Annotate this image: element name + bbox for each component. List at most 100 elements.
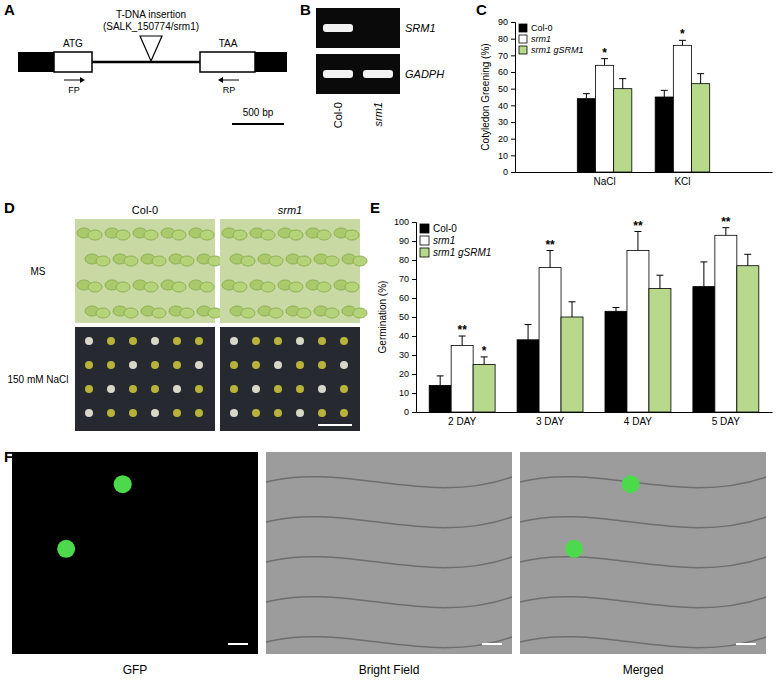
seedling-decor <box>208 256 222 266</box>
legend: Col-0srm1srm1 gSRM1 <box>519 23 584 55</box>
bar <box>627 251 649 413</box>
bar-chart: 0102030405060708090NaClKClCotyledon Gree… <box>480 17 773 187</box>
utr-box <box>255 52 287 72</box>
seedling-decor <box>88 230 102 240</box>
seedling-decor <box>318 409 326 417</box>
y-tick-mark <box>511 89 515 90</box>
seedling-decor <box>233 230 247 240</box>
error-bar-stem <box>637 232 638 251</box>
utr-box <box>18 52 54 72</box>
error-bar <box>697 74 704 84</box>
y-tick: 0 <box>503 167 515 177</box>
seedling-decor <box>230 361 238 369</box>
seedling-decor <box>274 385 282 393</box>
bar <box>605 311 627 412</box>
annotations: ** <box>602 27 685 59</box>
microscopy-panel: GFPBright FieldMerged <box>12 452 766 677</box>
seedling-decor <box>274 409 282 417</box>
cell-wall-decor <box>266 477 512 488</box>
seedling-decor <box>241 308 255 318</box>
y-tick-label: 60 <box>399 293 409 303</box>
seedling-decor <box>107 385 115 393</box>
panel-label: B <box>300 1 311 18</box>
cell-wall-decor <box>520 477 766 488</box>
significance-mark: ** <box>633 219 643 233</box>
y-tick: 30 <box>498 117 515 127</box>
bar-chart: 01020304050607080901002 DAY3 DAY4 DAY5 D… <box>377 215 773 427</box>
error-bar-stem <box>550 251 551 268</box>
bar <box>655 97 673 172</box>
seedling-decor <box>340 337 348 345</box>
error-bar <box>525 325 532 340</box>
error-bar <box>437 376 444 386</box>
y-tick-mark <box>511 139 515 140</box>
micrograph <box>12 452 258 654</box>
legend: Col-0srm1srm1 gSRM1 <box>420 223 491 258</box>
error-bar <box>619 79 626 89</box>
y-tick-label: 70 <box>399 274 409 284</box>
intron <box>92 61 200 64</box>
x-tick: 4 DAY <box>624 416 652 427</box>
gel-band <box>323 70 353 78</box>
error-bar-cap <box>661 90 668 91</box>
photo-row-label: 150 mM NaCl <box>7 374 68 385</box>
bar <box>577 99 595 172</box>
photo-column-label: Col-0 <box>132 204 158 216</box>
x-tick-label: 3 DAY <box>536 416 564 427</box>
error-bar-stem <box>484 357 485 365</box>
significance-mark: ** <box>457 323 467 337</box>
seedling-decor <box>85 361 93 369</box>
seedling-decor <box>152 308 166 318</box>
seedling-decor <box>340 409 348 417</box>
seedling-decor <box>252 361 260 369</box>
y-tick-mark <box>412 336 416 337</box>
gene-diagram-panel: T-DNA insertion(SALK_150774/srm1)ATGTAAF… <box>18 9 287 124</box>
legend-label: Col-0 <box>433 223 457 234</box>
seedling-decor <box>252 409 260 417</box>
seedling-decor <box>195 409 203 417</box>
cell-wall-decor <box>520 557 766 568</box>
channel-label: Merged <box>623 663 664 677</box>
error-bar <box>744 254 751 265</box>
cell-wall-decor <box>266 517 512 528</box>
seedling-decor <box>274 361 282 369</box>
cell-wall-decor <box>266 637 512 648</box>
seedling-decor <box>85 409 93 417</box>
seedling-decor <box>129 361 137 369</box>
photo-column-label: srm1 <box>278 204 302 216</box>
cell-wall-decor <box>520 517 766 528</box>
y-tick-mark <box>511 39 515 40</box>
seedling-decor <box>96 256 110 266</box>
bar <box>473 365 495 413</box>
seedling-decor <box>340 361 348 369</box>
seedling-decor <box>195 385 203 393</box>
legend-swatch <box>420 248 429 257</box>
y-tick-label: 20 <box>498 134 508 144</box>
photo-nacl <box>75 327 215 431</box>
y-tick-mark <box>412 241 416 242</box>
seedling-decor <box>116 230 130 240</box>
reverse-primer: RP <box>223 85 236 95</box>
x-axis: NaClKCl <box>516 173 773 188</box>
seedling-decor <box>318 385 326 393</box>
nucleus-decor <box>114 475 132 493</box>
seedling-decor <box>252 337 260 345</box>
y-tick-mark <box>412 222 416 223</box>
y-tick-mark <box>412 317 416 318</box>
seedling-decor <box>180 256 194 266</box>
significance-mark: * <box>482 344 487 358</box>
y-tick-mark <box>412 355 416 356</box>
error-bar-stem <box>528 325 529 340</box>
seedling-decor <box>252 385 260 393</box>
error-bar-cap <box>569 301 576 302</box>
y-tick-mark <box>511 22 515 23</box>
legend-label: srm1 gSRM1 <box>433 247 491 258</box>
y-tick: 60 <box>498 67 515 77</box>
y-tick: 50 <box>399 312 416 322</box>
y-tick: 80 <box>498 34 515 44</box>
y-tick: 30 <box>399 350 416 360</box>
y-tick: 60 <box>399 293 416 303</box>
gel-gene-label: SRM1 <box>405 22 436 34</box>
bar <box>561 317 583 412</box>
bar <box>715 235 737 412</box>
